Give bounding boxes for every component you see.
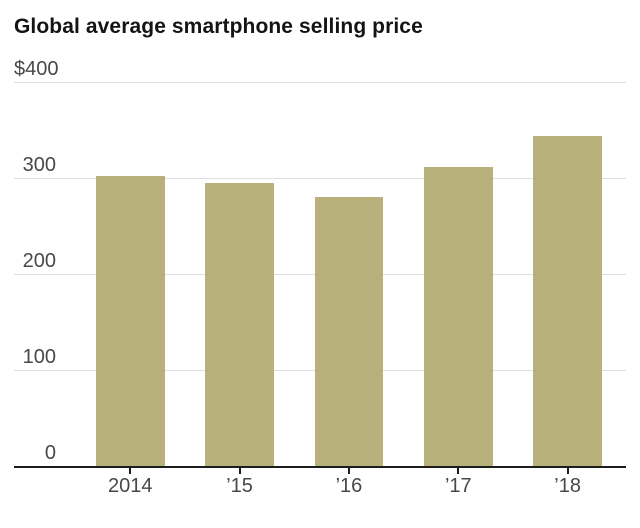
x-axis-label-2014: 2014 [108,475,153,497]
x-axis-label-’17: ’17 [444,475,472,497]
x-tick-mark-’16 [347,467,350,474]
x-axis-line [14,466,626,468]
bar-’18 [533,135,602,467]
plot-area: $400 300 200 100 0 2014 ’15 ’16 ’17 ’18 [14,59,626,496]
y-axis-label-400: $400 [14,58,59,80]
bar-’17 [424,166,493,467]
x-axis-label-’16: ’16 [335,475,363,497]
gridline-300 [14,178,626,179]
bar-’15 [205,182,274,467]
x-axis-label-’18: ’18 [554,475,581,497]
y-axis-label-0: 0 [44,442,56,464]
x-tick-mark-’17 [457,467,460,474]
x-axis-label-’15: ’15 [226,475,253,497]
x-tick-mark-2014 [129,467,132,474]
y-axis-label-100: 100 [22,346,56,368]
y-axis-label-300: 300 [22,154,56,176]
bar-’16 [314,197,384,467]
gridline-400 [14,82,626,83]
x-tick-mark-’15 [238,467,241,474]
bar-2014 [96,176,165,467]
chart-title: Global average smartphone selling price [14,15,423,38]
y-axis-label-200: 200 [22,250,56,272]
x-tick-mark-’18 [566,467,569,474]
